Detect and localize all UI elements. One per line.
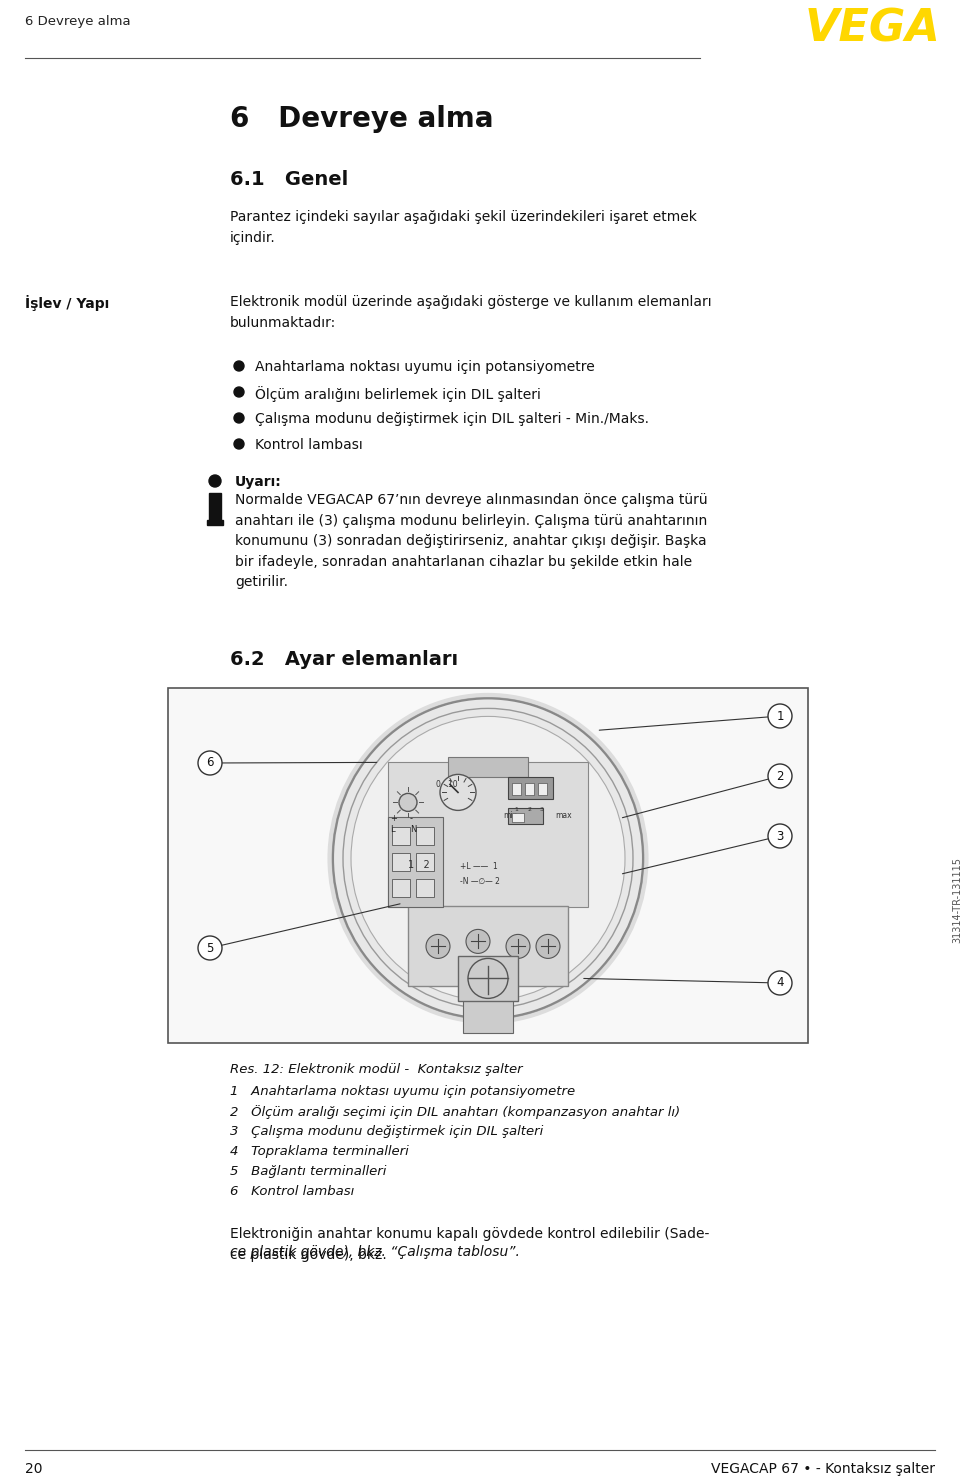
Text: 6   Devreye alma: 6 Devreye alma [230,105,493,133]
Text: 6   Kontrol lambası: 6 Kontrol lambası [230,1185,354,1199]
Text: 1: 1 [514,807,518,812]
Text: İşlev / Yapı: İşlev / Yapı [25,295,109,311]
Text: Anahtarlama noktası uyumu için potansiyometre: Anahtarlama noktası uyumu için potansiyo… [255,360,595,373]
Bar [388,763,588,908]
Circle shape [234,438,244,449]
Text: 3: 3 [540,807,544,812]
Text: Ölçüm aralığını belirlemek için DIL şalteri: Ölçüm aralığını belirlemek için DIL şalt… [255,387,540,401]
Circle shape [198,751,222,775]
Text: 2   Ölçüm aralığı seçimi için DIL anahtarı (kompanzasyon anahtar lı): 2 Ölçüm aralığı seçimi için DIL anahtarı… [230,1106,680,1119]
Bar [388,818,443,908]
Text: +L ——  1: +L —— 1 [460,862,497,871]
Bar [525,784,534,796]
Text: 6.2   Ayar elemanları: 6.2 Ayar elemanları [230,649,458,669]
Text: 2: 2 [527,807,531,812]
Bar [458,956,518,1001]
Text: 4: 4 [777,977,783,989]
Circle shape [209,475,221,487]
Text: 4   Topraklama terminalleri: 4 Topraklama terminalleri [230,1145,409,1159]
Text: VEGACAP 67 • - Kontaksız şalter: VEGACAP 67 • - Kontaksız şalter [711,1463,935,1476]
Circle shape [768,971,792,995]
Ellipse shape [351,716,625,1001]
Circle shape [234,387,244,397]
Bar [209,493,221,521]
Text: 3   Çalışma modunu değiştirmek için DIL şalteri: 3 Çalışma modunu değiştirmek için DIL şa… [230,1125,543,1138]
Text: -
N: - N [410,815,417,834]
Bar [392,828,410,846]
Text: Çalışma modunu değiştirmek için DIL şalteri - Min./Maks.: Çalışma modunu değiştirmek için DIL şalt… [255,412,649,427]
Text: 2: 2 [777,769,783,782]
Text: 20: 20 [25,1463,42,1476]
Text: Elektroniğin anahtar konumu kapalı gövdede kontrol edilebilir (Sade-
ce plastik : Elektroniğin anahtar konumu kapalı gövde… [230,1227,709,1262]
Text: 31314-TR-131115: 31314-TR-131115 [952,858,960,943]
Circle shape [506,934,530,958]
Bar [392,880,410,897]
Text: 6.1   Genel: 6.1 Genel [230,170,348,189]
Circle shape [768,704,792,728]
Text: 1: 1 [777,710,783,722]
Bar [168,688,808,1044]
Text: 5: 5 [206,942,214,955]
Text: max: max [555,812,571,821]
Text: 1   2: 1 2 [408,861,430,871]
Text: ce plastik gövde), bkz. “Çalışma tablosu”.: ce plastik gövde), bkz. “Çalışma tablosu… [230,1244,520,1259]
Text: +
L: + L [390,815,396,834]
Circle shape [466,930,490,953]
Bar [408,906,568,986]
Bar [392,853,410,871]
Circle shape [234,362,244,370]
Bar [416,853,434,871]
Bar [416,880,434,897]
Bar [512,784,521,796]
Bar [416,828,434,846]
Bar [508,778,553,800]
Bar [508,809,543,825]
Text: -N —∅— 2: -N —∅— 2 [460,877,500,887]
Text: Res. 12: Elektronik modül -  Kontaksız şalter: Res. 12: Elektronik modül - Kontaksız şa… [230,1063,522,1076]
Circle shape [768,765,792,788]
Ellipse shape [333,698,643,1018]
Circle shape [440,775,476,810]
Circle shape [768,824,792,849]
Circle shape [426,934,450,958]
Text: 6: 6 [206,757,214,769]
Text: Parantez içindeki sayılar aşağıdaki şekil üzerindekileri işaret etmek
içindir.: Parantez içindeki sayılar aşağıdaki şeki… [230,210,697,245]
Text: 5   Bağlantı terminalleri: 5 Bağlantı terminalleri [230,1165,386,1178]
Bar [463,993,513,1033]
Text: Uyarı:: Uyarı: [235,475,281,489]
Text: 1   Anahtarlama noktası uyumu için potansiyometre: 1 Anahtarlama noktası uyumu için potansi… [230,1085,575,1098]
Circle shape [198,936,222,959]
Text: min: min [503,812,517,821]
Bar [512,813,524,822]
Text: Kontrol lambası: Kontrol lambası [255,438,363,452]
Text: Elektronik modül üzerinde aşağıdaki gösterge ve kullanım elemanları
bulunmaktadı: Elektronik modül üzerinde aşağıdaki göst… [230,295,711,329]
Circle shape [234,413,244,424]
Text: 3: 3 [777,830,783,843]
Text: VEGA: VEGA [804,7,940,52]
Text: 6 Devreye alma: 6 Devreye alma [25,15,131,28]
Bar [538,784,547,796]
Bar [207,520,223,525]
Text: 0   10: 0 10 [436,781,458,790]
Text: Normalde VEGACAP 67’nın devreye alınmasından önce çalışma türü
anahtarı ile (3) : Normalde VEGACAP 67’nın devreye alınması… [235,493,708,589]
Bar [448,757,528,778]
Circle shape [536,934,560,958]
Circle shape [399,794,417,812]
